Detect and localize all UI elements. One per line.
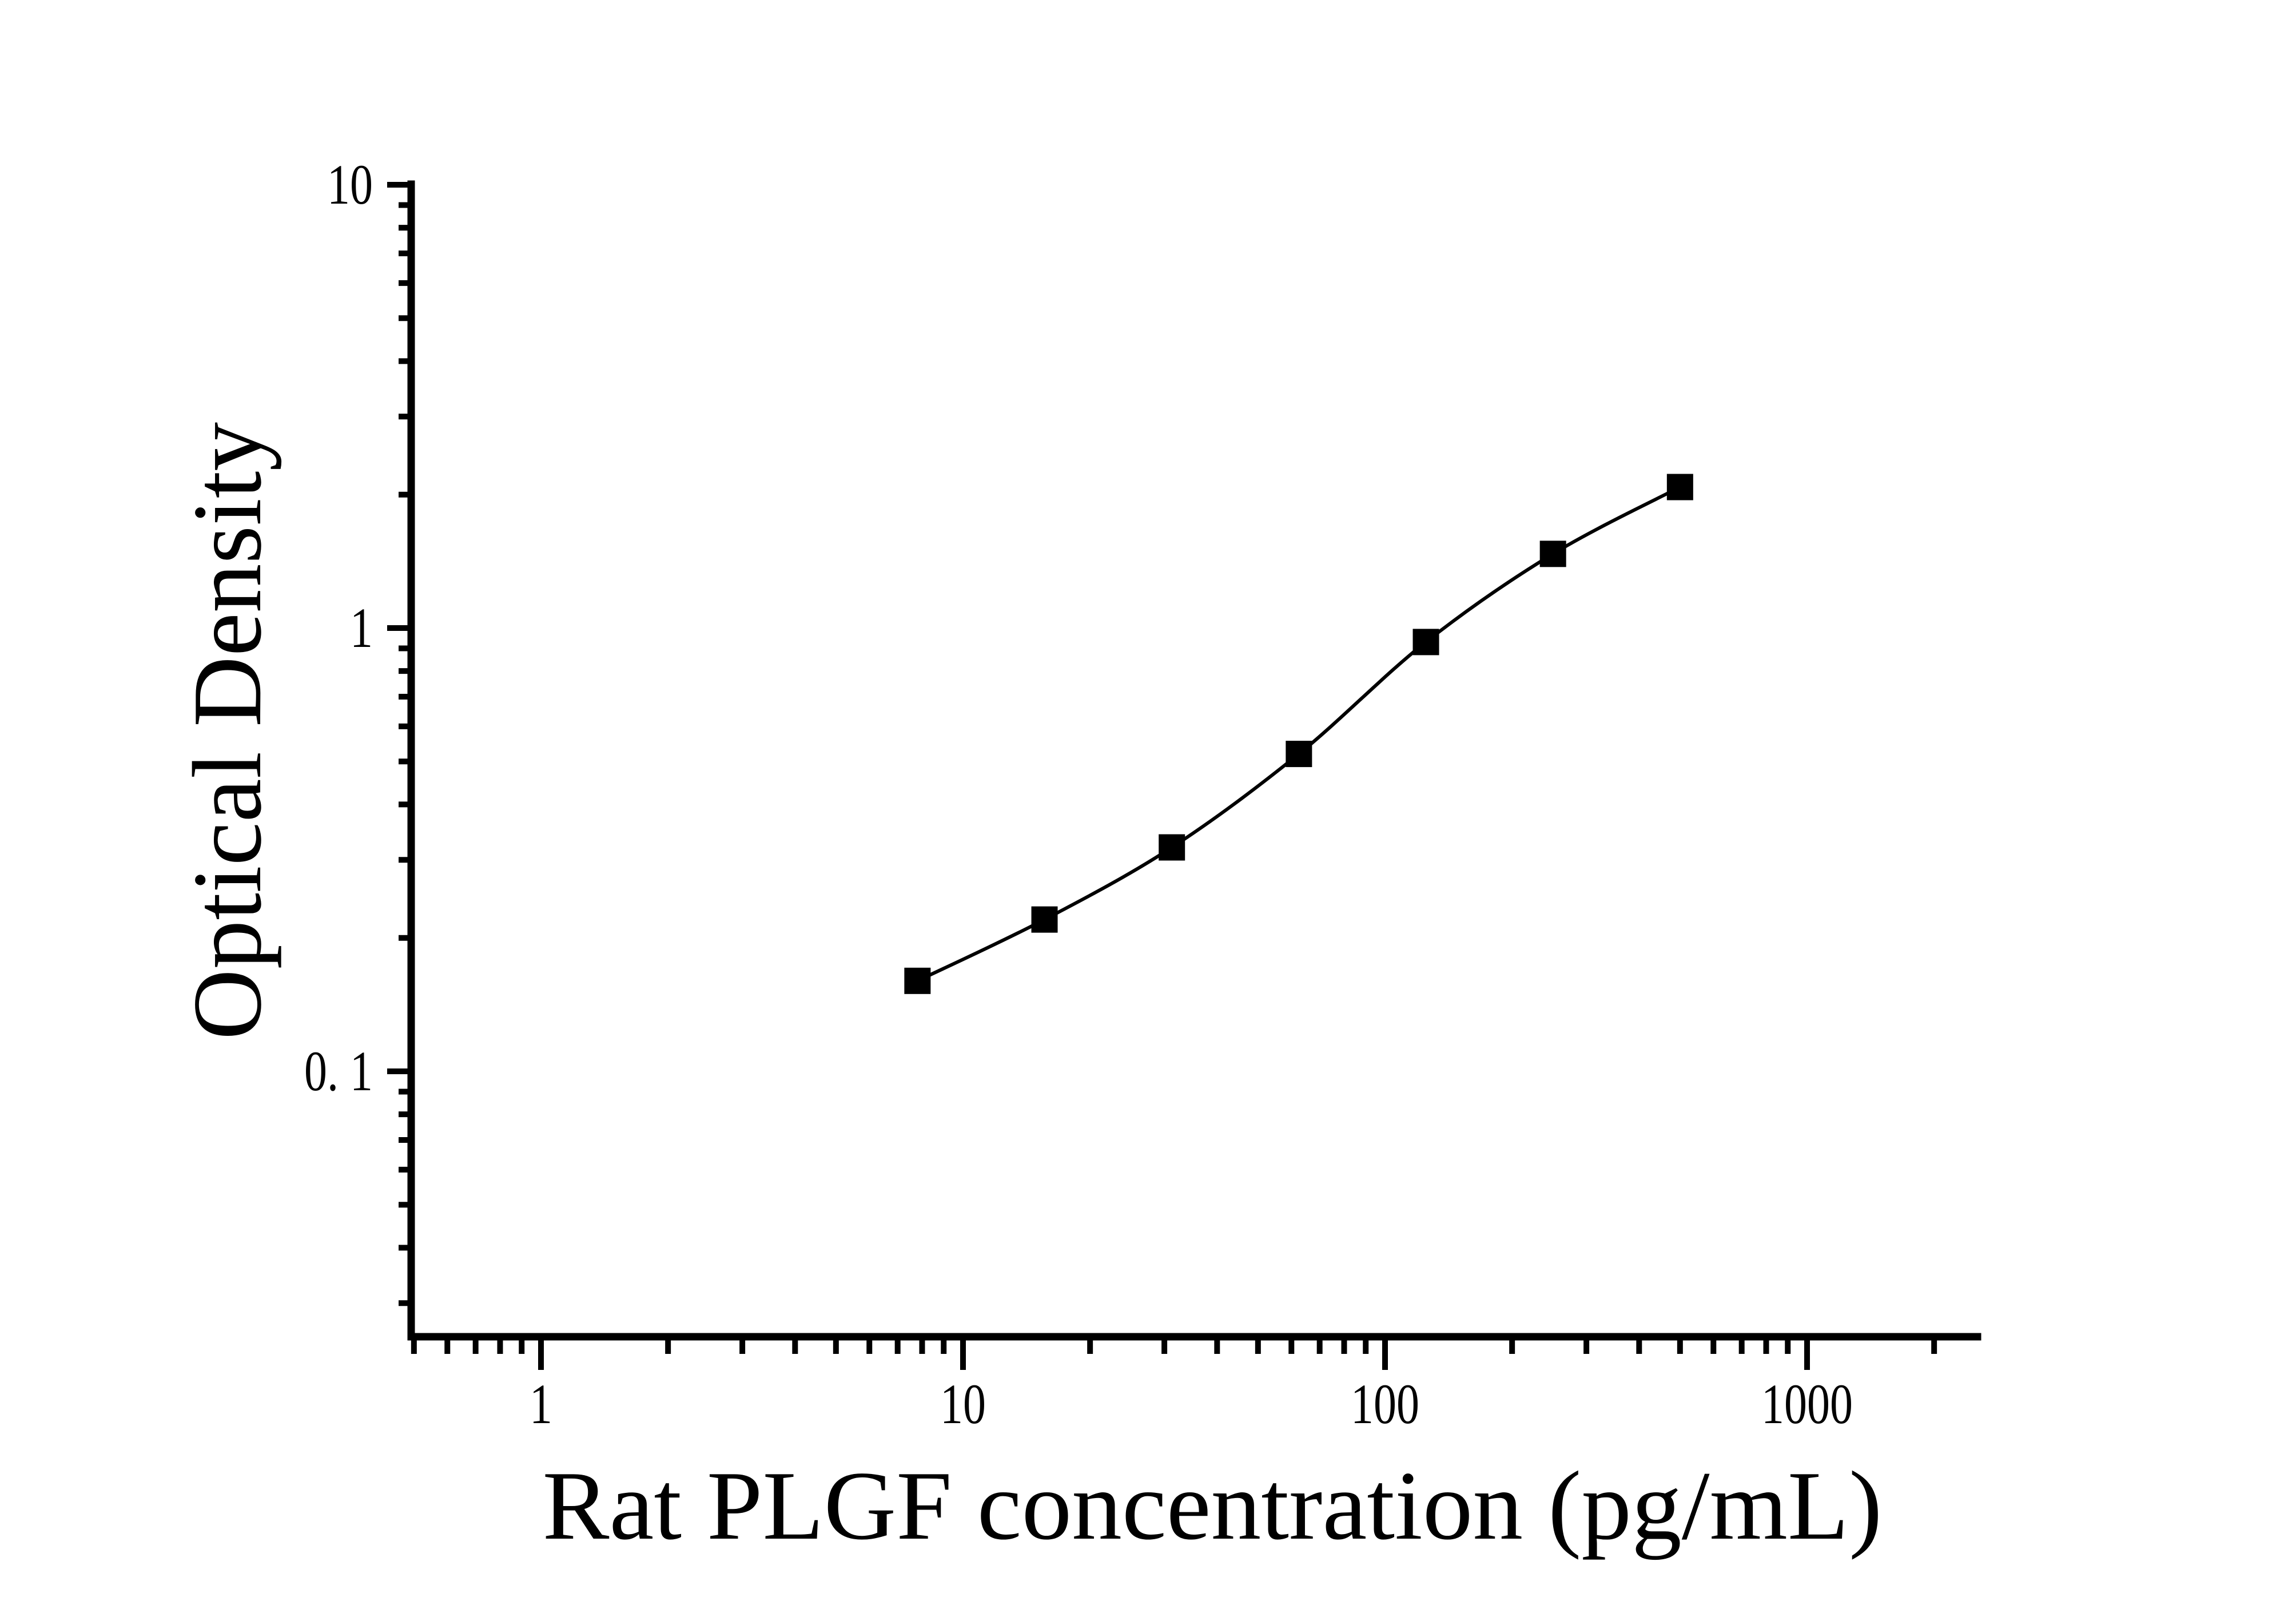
axes	[407, 180, 1981, 1341]
axis-ticks	[387, 182, 1937, 1370]
axis-tick-labels: 1 10 100 1000 0. 1 1 10	[304, 153, 1853, 1436]
data-point-square	[1539, 541, 1566, 567]
x-tick-label: 100	[1351, 1372, 1419, 1436]
data-point-square	[1666, 474, 1693, 500]
data-point-square	[1031, 906, 1058, 933]
data-series	[904, 474, 1693, 994]
y-tick-label: 1	[350, 596, 373, 660]
x-tick-label: 1	[530, 1372, 552, 1436]
y-tick-label: 10	[327, 153, 373, 216]
data-point-square	[904, 967, 931, 994]
data-point-square	[1286, 741, 1312, 768]
x-tick-label: 1000	[1761, 1372, 1853, 1436]
y-tick-label: 0. 1	[304, 1039, 373, 1103]
x-tick-label: 10	[940, 1372, 986, 1436]
data-point-markers	[904, 474, 1693, 994]
x-axis-title: Rat PLGF concentration (pg/mL)	[543, 1452, 1883, 1560]
y-axis-title: Optical Density	[173, 422, 282, 1040]
data-point-square	[1412, 629, 1439, 655]
data-point-square	[1159, 834, 1185, 861]
